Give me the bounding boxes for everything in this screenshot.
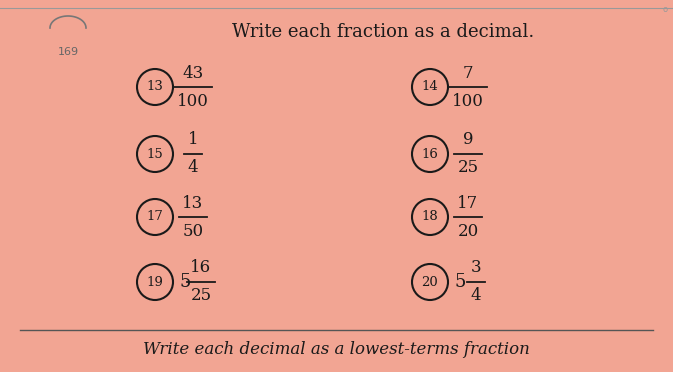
Text: 5: 5 — [454, 273, 466, 291]
Text: 20: 20 — [458, 222, 479, 240]
Text: 4: 4 — [188, 160, 199, 176]
Text: 4: 4 — [470, 288, 481, 305]
Text: 50: 50 — [182, 222, 203, 240]
Text: 25: 25 — [190, 288, 211, 305]
Text: 15: 15 — [147, 148, 164, 160]
Text: 1: 1 — [188, 131, 199, 148]
Text: 100: 100 — [452, 93, 484, 109]
Text: Write each decimal as a lowest-terms fraction: Write each decimal as a lowest-terms fra… — [143, 341, 530, 359]
Text: Write each fraction as a decimal.: Write each fraction as a decimal. — [232, 23, 535, 41]
Text: 25: 25 — [458, 160, 479, 176]
Text: 7: 7 — [463, 64, 473, 81]
Text: 100: 100 — [177, 93, 209, 109]
Text: 18: 18 — [421, 211, 438, 224]
Text: 3: 3 — [470, 260, 481, 276]
Text: 43: 43 — [182, 64, 204, 81]
Text: 17: 17 — [147, 211, 164, 224]
Text: 19: 19 — [147, 276, 164, 289]
Text: 17: 17 — [458, 195, 479, 212]
Text: 9: 9 — [463, 131, 473, 148]
Text: o: o — [662, 6, 668, 15]
Text: 14: 14 — [421, 80, 438, 93]
Text: 169: 169 — [57, 47, 79, 57]
Text: 13: 13 — [147, 80, 164, 93]
Text: 20: 20 — [421, 276, 438, 289]
Text: 5: 5 — [179, 273, 190, 291]
Text: 13: 13 — [182, 195, 204, 212]
Text: 16: 16 — [421, 148, 438, 160]
Text: 16: 16 — [190, 260, 211, 276]
